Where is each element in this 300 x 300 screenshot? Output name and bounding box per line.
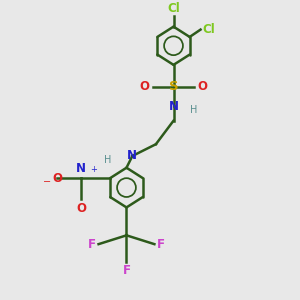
Text: F: F	[157, 238, 165, 251]
Text: +: +	[91, 165, 98, 174]
Text: F: F	[122, 264, 130, 277]
Text: N: N	[128, 149, 137, 163]
Text: H: H	[104, 154, 112, 164]
Text: O: O	[198, 80, 208, 93]
Text: N: N	[169, 100, 178, 112]
Text: O: O	[52, 172, 62, 184]
Text: Cl: Cl	[167, 2, 180, 15]
Text: N: N	[76, 162, 86, 175]
Text: H: H	[190, 104, 197, 115]
Text: F: F	[88, 238, 96, 251]
Text: Cl: Cl	[202, 23, 215, 36]
Text: O: O	[76, 202, 86, 214]
Text: −: −	[43, 177, 51, 188]
Text: O: O	[140, 80, 149, 93]
Text: S: S	[169, 80, 178, 93]
